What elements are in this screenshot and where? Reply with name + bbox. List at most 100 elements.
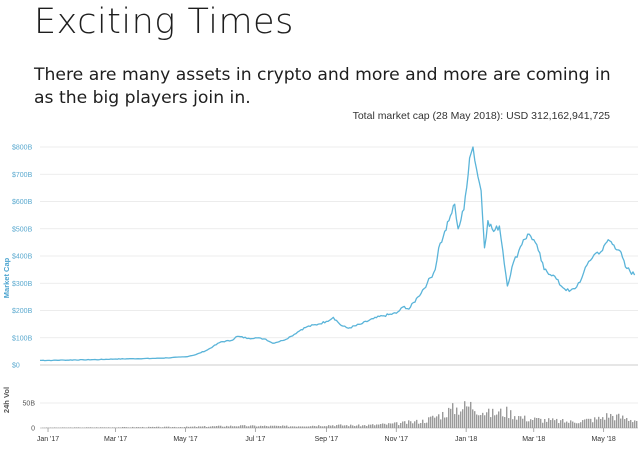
volume-bar [172,426,174,428]
volume-bar [416,419,418,428]
volume-bar [370,424,372,428]
volume-bar [596,419,598,428]
volume-bar [298,426,300,428]
volume-bar [476,414,478,428]
volume-bar [112,427,114,428]
volume-bar [182,427,184,428]
volume-bar [466,406,468,428]
volume-bar [516,419,518,428]
volume-bar [186,426,188,428]
volume-bar [210,426,212,428]
volume-bar [324,426,326,428]
volume-bar [556,418,558,428]
volume-bar [624,419,626,428]
volume-bar [284,425,286,428]
volume-bar [434,417,436,428]
volume-bar [106,427,108,428]
volume-bar [570,420,572,428]
volume-bar [598,416,600,428]
volume-bar [320,426,322,428]
volume-bar [326,426,328,428]
volume-bar [118,427,120,428]
volume-bar [634,420,636,428]
volume-bar [566,421,568,428]
volume-bar [70,427,72,428]
volume-bar [564,422,566,428]
volume-bar [254,425,256,428]
axis-labels: $0 $100B $200B $300B $400B $500B $600B $700B $80… [12,145,616,444]
volume-bar [574,422,576,428]
volume-bar [128,427,130,428]
volume-bar [442,411,444,428]
volume-bar [472,409,474,428]
volume-bar [606,413,608,428]
volume-bar [494,415,496,428]
volume-bar [230,425,232,428]
volume-bar [424,423,426,428]
volume-bar [360,426,362,428]
volume-bar [396,422,398,428]
volume-bar [334,426,336,428]
volume-bar [124,426,126,428]
volume-bar [268,426,270,428]
volume-bar [380,423,382,428]
volume-bar [382,423,384,428]
volume-bar [148,426,150,428]
volume-bar [226,425,228,428]
volume-bar [536,418,538,428]
volume-bar [120,427,122,428]
volume-bar [140,427,142,428]
slide-subtitle: There are many assets in crypto and more… [34,65,611,108]
volume-bar [550,420,552,428]
volume-bar [286,425,288,428]
volume-bar [236,426,238,428]
volume-bar [206,426,208,428]
volume-bar [368,424,370,428]
volume-bar [626,417,628,428]
volume-bar [632,422,634,428]
volume-bar [224,426,226,428]
volume-bar [280,426,282,428]
volume-bar [180,427,182,428]
volume-bar [250,425,252,428]
volume-bar [160,427,162,428]
volume-bar [418,423,420,428]
volume-bar [436,416,438,428]
slide-title: Exciting Times [34,2,294,42]
volume-bar [492,408,494,428]
cap-y-tick-label: $700B [12,172,33,179]
volume-y-tick-label: 50B [23,401,36,408]
volume-bar [188,426,190,428]
volume-bar [234,426,236,428]
volume-bar [200,426,202,428]
volume-bar [582,420,584,428]
volume-bar [552,418,554,428]
volume-bar [484,415,486,428]
volume-bar [150,426,152,428]
volume-bar [170,427,172,428]
volume-bar [108,427,110,428]
volume-bar [460,411,462,428]
volume-bar [402,421,404,428]
volume-bar [126,427,128,428]
volume-bar [162,427,164,428]
volume-bar [142,426,144,428]
volume-bar [456,407,458,428]
volume-bar [158,426,160,428]
x-tick-label: Jan '18 [455,436,477,443]
volume-bar [302,426,304,428]
volume-bar [448,407,450,428]
volume-bar [486,412,488,428]
volume-bar [134,427,136,428]
volume-bar [68,427,70,428]
volume-bar [228,426,230,428]
x-tick-label: Mar '18 [522,436,545,443]
volume-bar [278,425,280,428]
volume-bar [414,421,416,428]
volume-bar [578,423,580,428]
volume-bar [462,409,464,428]
volume-bar [86,427,88,428]
market-cap-note: Total market cap (28 May 2018): USD 312,… [352,110,610,122]
volume-bar [156,426,158,428]
market-cap-chart: $0 $100B $200B $300B $400B $500B $600B $700B $80… [2,145,638,444]
